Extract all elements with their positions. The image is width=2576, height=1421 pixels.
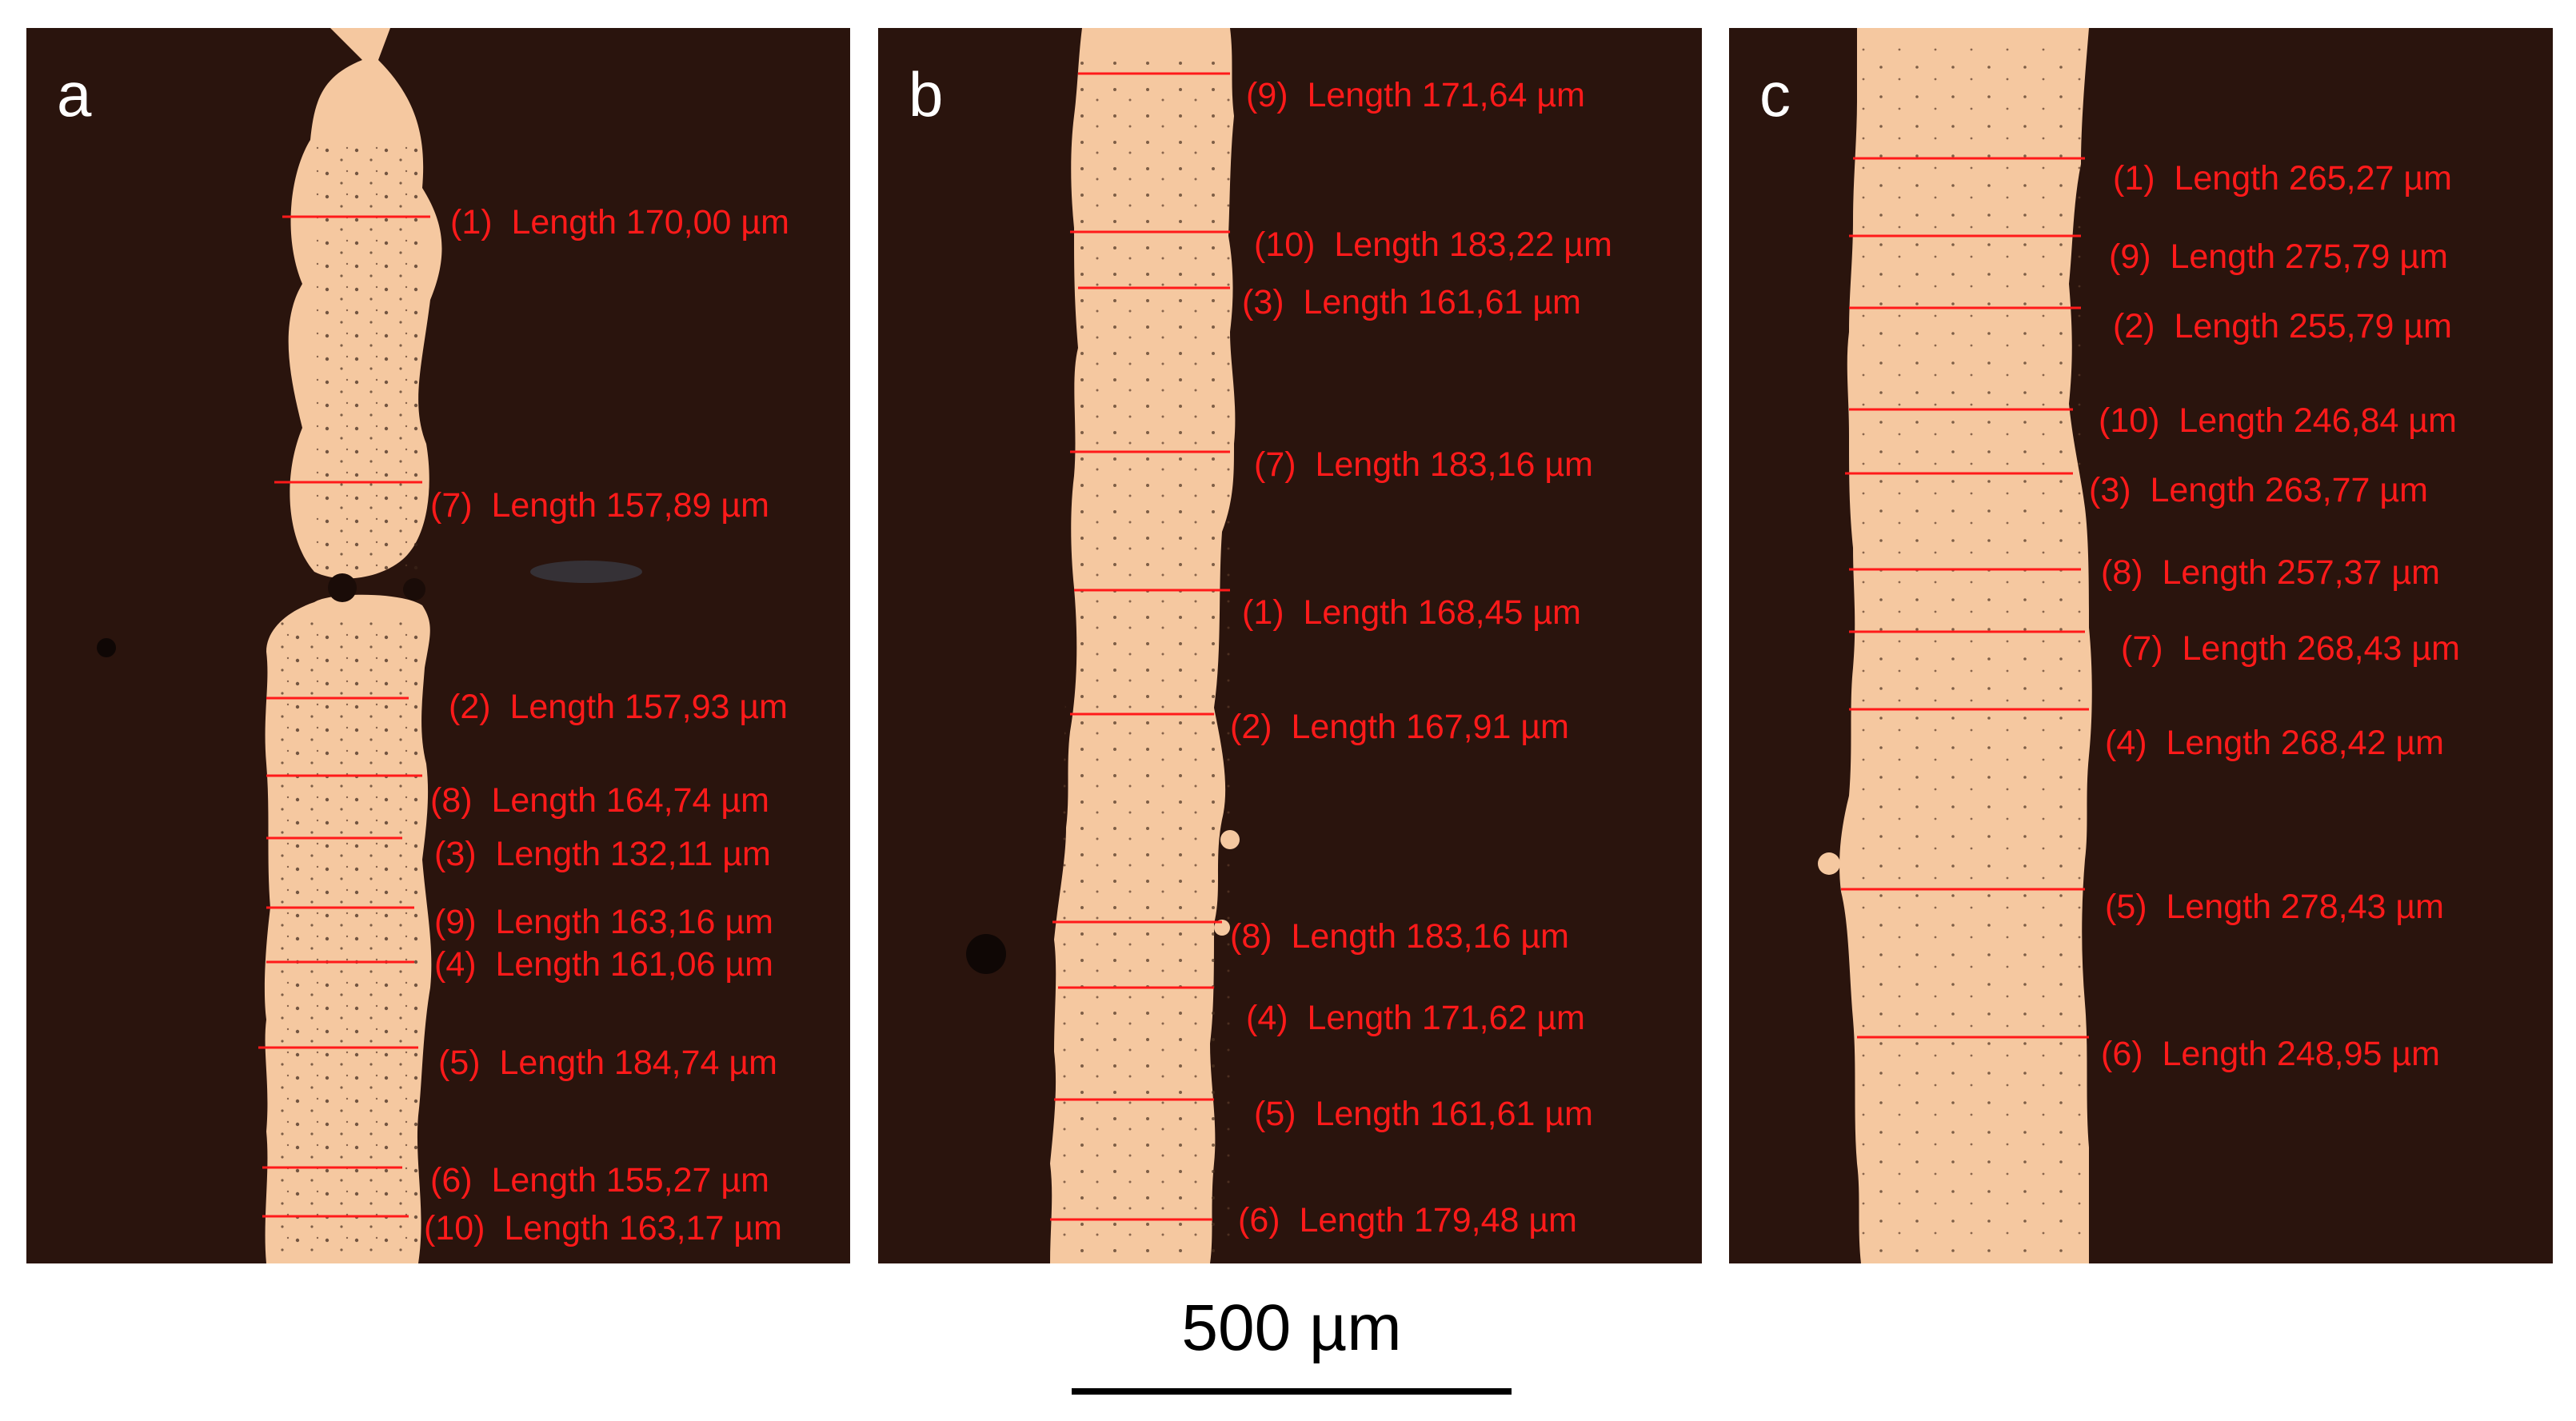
micrograph-panel-c: c (1) Length 265,27 µm (9) Length 275,79… xyxy=(1729,28,2553,1263)
measurement-label: (3) Length 132,11 µm xyxy=(434,835,771,873)
measurement-label: (7) Length 157,89 µm xyxy=(430,486,769,525)
measurement-label: (5) Length 161,61 µm xyxy=(1254,1095,1593,1133)
scale-bar-line xyxy=(1072,1388,1512,1395)
scale-bar-label: 500 µm xyxy=(1181,1291,1402,1364)
measurement-label: (3) Length 161,61 µm xyxy=(1242,283,1581,321)
copper-trace-a xyxy=(97,28,642,1263)
measurement-label: (4) Length 161,06 µm xyxy=(434,945,773,984)
measurement-label: (4) Length 171,62 µm xyxy=(1246,999,1585,1037)
measurement-label: (1) Length 265,27 µm xyxy=(2113,159,2452,198)
panel-letter: c xyxy=(1759,59,1791,130)
measurement-label: (6) Length 155,27 µm xyxy=(430,1161,769,1199)
measurement-label: (6) Length 179,48 µm xyxy=(1238,1201,1577,1239)
measurement-label: (8) Length 183,16 µm xyxy=(1230,917,1569,956)
measurement-label: (3) Length 263,77 µm xyxy=(2089,471,2428,509)
copper-trace-b xyxy=(966,28,1240,1263)
measurement-label: (2) Length 167,91 µm xyxy=(1230,708,1569,746)
panel-letter: a xyxy=(57,59,92,130)
measurement-label: (2) Length 255,79 µm xyxy=(2113,307,2452,345)
scale-bar: 500 µm xyxy=(1072,1295,1512,1415)
measurement-label: (8) Length 257,37 µm xyxy=(2101,553,2440,592)
measurement-label: (4) Length 268,42 µm xyxy=(2105,724,2444,762)
measurement-label: (2) Length 157,93 µm xyxy=(449,688,788,726)
micrograph-panel-b: b (9) Length 171,64 µm (10) Length 183,2… xyxy=(878,28,1702,1263)
measurement-label: (9) Length 275,79 µm xyxy=(2109,237,2448,276)
measurement-label: (7) Length 183,16 µm xyxy=(1254,445,1593,484)
measurement-label: (7) Length 268,43 µm xyxy=(2121,629,2460,668)
measurement-label: (1) Length 170,00 µm xyxy=(450,203,789,241)
micrograph-panel-a: a (1) Length 170,00 µm (7) Length 157,89… xyxy=(26,28,850,1263)
measurement-label: (10) Length 183,22 µm xyxy=(1254,226,1612,264)
measurement-label: (9) Length 171,64 µm xyxy=(1246,76,1585,114)
measurement-label: (10) Length 246,84 µm xyxy=(2099,401,2457,440)
copper-trace-c xyxy=(1818,28,2092,1263)
measurement-label: (5) Length 278,43 µm xyxy=(2105,888,2444,926)
measurement-label: (8) Length 164,74 µm xyxy=(430,781,769,820)
panel-letter: b xyxy=(909,59,944,130)
measurement-label: (6) Length 248,95 µm xyxy=(2101,1035,2440,1073)
measurement-label: (9) Length 163,16 µm xyxy=(434,903,773,941)
measurement-label: (10) Length 163,17 µm xyxy=(424,1209,782,1247)
measurement-label: (1) Length 168,45 µm xyxy=(1242,593,1581,632)
measurement-label: (5) Length 184,74 µm xyxy=(438,1044,777,1082)
